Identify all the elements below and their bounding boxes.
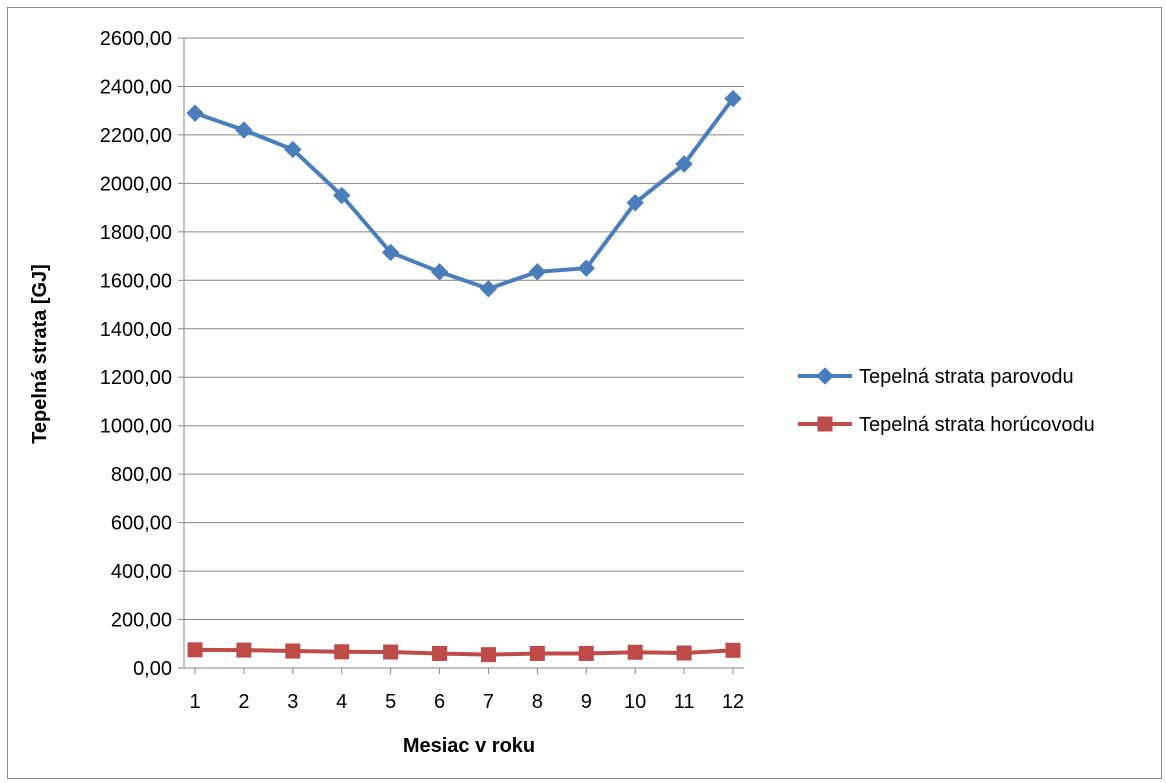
series-line bbox=[194, 97, 735, 291]
data-point bbox=[724, 89, 742, 108]
data-point bbox=[578, 645, 594, 661]
y-tick-labels: 0,00 200,00 400,00 600,00 800,00 1000,00 1200,… bbox=[100, 28, 172, 680]
series bbox=[186, 89, 742, 663]
data-point bbox=[675, 155, 693, 173]
y-tick-label: 400,00 bbox=[111, 561, 172, 583]
series-line bbox=[194, 647, 734, 657]
x-tick-label: 6 bbox=[434, 691, 445, 713]
data-point bbox=[383, 644, 399, 660]
data-point bbox=[529, 645, 545, 661]
y-tick-label: 600,00 bbox=[111, 513, 172, 535]
y-tick-label: 1600,00 bbox=[100, 270, 172, 292]
data-point bbox=[577, 259, 595, 277]
data-point bbox=[432, 645, 448, 661]
data-point bbox=[725, 642, 741, 658]
data-point bbox=[480, 647, 496, 663]
data-point bbox=[187, 642, 203, 658]
x-tick-label: 10 bbox=[624, 691, 646, 713]
data-point bbox=[333, 186, 351, 205]
data-point bbox=[284, 140, 302, 159]
x-tick-label: 5 bbox=[385, 691, 396, 713]
legend-item: Tepelná strata horúcovodu bbox=[798, 414, 1095, 436]
y-axis-title: Tepelná strata [GJ] bbox=[29, 264, 51, 444]
legend: Tepelná strata parovodu Tepelná strata ho… bbox=[798, 366, 1095, 436]
data-point bbox=[236, 642, 252, 658]
data-point bbox=[479, 280, 498, 298]
y-tick-label: 2600,00 bbox=[100, 28, 172, 50]
y-tick-label: 1200,00 bbox=[100, 367, 172, 389]
x-tick-label: 1 bbox=[189, 691, 200, 713]
legend-item: Tepelná strata parovodu bbox=[798, 366, 1074, 388]
y-tick-label: 800,00 bbox=[111, 464, 172, 486]
x-tick-label: 4 bbox=[336, 691, 347, 713]
series-1 bbox=[186, 89, 742, 298]
y-tick-label: 2200,00 bbox=[100, 125, 172, 147]
axes bbox=[183, 38, 744, 674]
x-tick-labels: 1 2 3 4 5 6 7 8 9 10 11 12 bbox=[189, 691, 744, 713]
y-tick-label: 0,00 bbox=[133, 658, 172, 680]
y-tick-label: 1400,00 bbox=[100, 319, 172, 341]
data-point bbox=[676, 645, 692, 661]
x-tick-label: 8 bbox=[532, 691, 543, 713]
x-tick-label: 9 bbox=[581, 691, 592, 713]
gridlines bbox=[178, 37, 744, 669]
legend-label: Tepelná strata parovodu bbox=[859, 366, 1074, 388]
x-tick-label: 2 bbox=[238, 691, 249, 713]
y-tick-label: 2400,00 bbox=[100, 76, 172, 98]
data-point bbox=[285, 643, 301, 659]
x-tick-label: 11 bbox=[674, 691, 695, 713]
data-point bbox=[381, 243, 400, 262]
y-tick-label: 1800,00 bbox=[100, 222, 172, 244]
x-axis-title: Mesiac v roku bbox=[403, 735, 535, 757]
legend-label: Tepelná strata horúcovodu bbox=[859, 414, 1095, 436]
x-tick-label: 12 bbox=[722, 691, 744, 713]
data-point bbox=[627, 644, 643, 660]
data-point bbox=[430, 263, 449, 281]
y-tick-label: 200,00 bbox=[111, 610, 172, 632]
data-point bbox=[334, 644, 350, 660]
data-point bbox=[626, 194, 644, 212]
y-tick-label: 1000,00 bbox=[100, 416, 172, 438]
data-point bbox=[186, 104, 204, 122]
legend-marker bbox=[817, 416, 833, 432]
x-tick-label: 7 bbox=[483, 691, 494, 713]
data-point bbox=[528, 263, 547, 281]
series-2 bbox=[187, 642, 741, 663]
data-point bbox=[235, 121, 253, 139]
legend-marker bbox=[816, 367, 834, 385]
x-tick-label: 3 bbox=[287, 691, 298, 713]
y-tick-label: 2000,00 bbox=[100, 173, 172, 195]
